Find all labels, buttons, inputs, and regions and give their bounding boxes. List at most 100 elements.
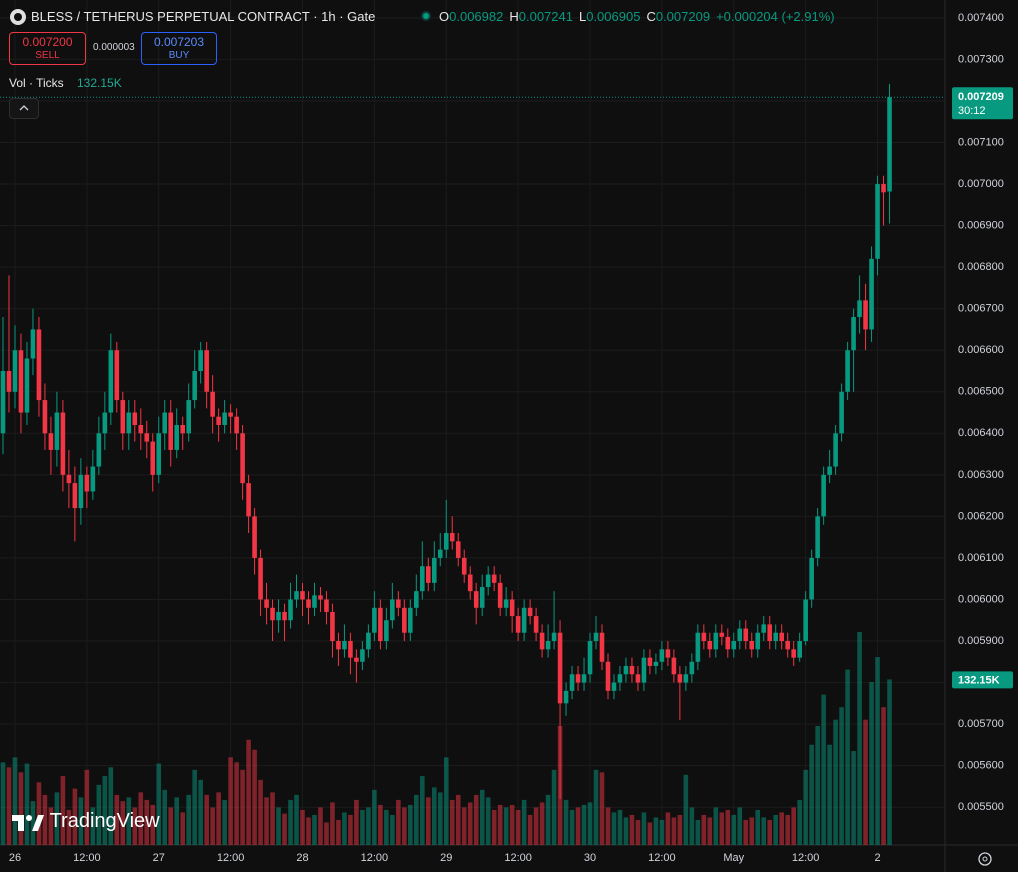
sell-label: SELL [35,50,60,61]
volume-bar [887,679,892,845]
volume-bar [761,817,767,845]
candle-body [593,632,599,642]
volume-bar [396,799,401,845]
candle-body [90,466,96,492]
candle-body [641,657,647,683]
volume-bar [372,789,377,845]
y-tick-label: 0.006800 [958,261,1004,273]
volume-bar [360,809,365,845]
candle-body [443,533,449,550]
volume-bar [204,794,209,845]
candle-body [887,97,892,192]
volume-bar [270,792,275,845]
candle-body [150,441,156,475]
volume-bar [96,784,102,845]
candle-body [569,674,575,691]
volume-indicator-name[interactable]: Vol · Ticks [9,76,64,90]
candle-body [713,632,719,650]
candle-body [156,433,162,475]
volume-bar [521,799,527,845]
buy-price: 0.007203 [153,35,205,49]
candle-body [743,628,749,642]
volume-bar [282,813,287,845]
buy-label: BUY [168,50,190,61]
volume-bar [258,779,263,845]
volume-bar [875,657,880,845]
candle-body [0,370,6,434]
candle-body [240,433,245,484]
candle-body [72,483,78,509]
candle-body [839,391,844,434]
candle-body [300,591,305,600]
candle-body [336,641,341,650]
volume-bar [276,807,281,845]
candle-body [42,400,48,434]
volume-bar [713,807,719,845]
chart-title[interactable]: BLESS / TETHERUS PERPETUAL CONTRACT · 1h… [31,9,376,24]
volume-bar [18,772,24,845]
candle-body [144,433,150,442]
candle-body [485,574,491,588]
volume-bar [0,762,6,845]
candle-body [132,412,138,425]
ohlc-value: 0.007241 [518,9,573,24]
volume-bar [575,807,581,845]
volume-bar [216,792,221,845]
settings-button[interactable] [976,850,994,871]
candle-body [120,400,126,434]
candle-body [54,412,60,450]
volume-bar [485,797,491,845]
volume-bar [449,799,455,845]
volume-bar [180,812,185,845]
candle-body [833,433,838,467]
volume-bar [252,749,257,845]
sell-button[interactable]: 0.007200 SELL [9,32,86,65]
volume-bar [330,802,335,845]
volume-bar [635,819,641,845]
volume-bar [336,819,341,845]
candle-body [791,649,796,658]
volume-bar [192,769,197,845]
candle-body [420,566,425,592]
candle-body [437,549,443,558]
volume-bar [857,632,862,845]
candle-body [102,412,108,434]
volume-bar [228,757,233,845]
candle-body [719,632,725,637]
volume-bar [138,792,144,845]
candle-body [821,474,826,517]
candle-body [48,433,54,450]
last-price-label: 0.007209 [958,91,1004,103]
volume-bar [102,776,108,845]
volume-bar [509,804,515,845]
candle-body [599,632,605,662]
buy-button[interactable]: 0.007203 BUY [141,32,217,65]
volume-bar [539,802,545,845]
volume-bar [54,792,60,845]
volume-bar [443,757,449,845]
ohlc-key: C [646,9,656,24]
volume-bar [593,769,599,845]
candle-body [366,632,371,650]
volume-bar [36,782,42,845]
candle-body [342,641,347,650]
volume-bar [240,769,245,845]
candle-body [378,607,383,642]
volume-bar [425,797,431,845]
volume-badge-label: 132.15K [958,674,1000,686]
collapse-button[interactable] [9,98,39,119]
candle-body [396,599,401,608]
volume-bar [515,809,521,845]
candle-body [425,566,431,583]
candle-body [737,628,743,642]
candle-body [515,616,521,633]
candle-body [809,557,814,600]
candle-body [324,599,329,612]
x-tick-label: 27 [153,852,165,864]
volume-bar [617,809,623,845]
candle-body [138,424,144,434]
volume-bar [779,812,784,845]
volume-bar [222,799,227,845]
